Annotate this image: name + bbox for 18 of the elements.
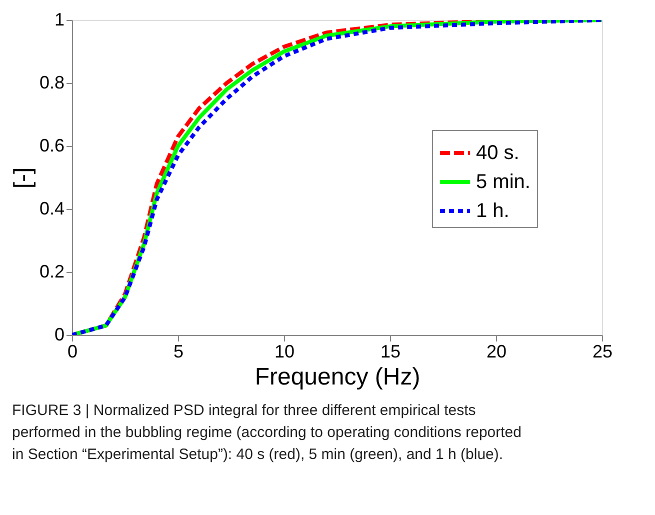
caption: FIGURE 3 | Normalized PSD integral for three different empirical tests performed in the bubbling regime (according to operating conditions reported in Section “Experimental Setup”): 40 s (red), 5 min (green), and 1 h (blue). bbox=[12, 402, 522, 463]
y-tick-label: 1 bbox=[54, 10, 64, 30]
x-tick-label: 15 bbox=[380, 342, 401, 362]
x-tick-label: 10 bbox=[274, 342, 295, 362]
x-tick-label: 25 bbox=[592, 342, 613, 362]
x-tick-label: 20 bbox=[486, 342, 507, 362]
legend-label: 1 h. bbox=[476, 200, 510, 222]
y-tick-label: 0.2 bbox=[39, 262, 64, 282]
y-tick-label: 0.6 bbox=[39, 136, 64, 156]
legend-label: 40 s. bbox=[476, 142, 520, 164]
y-axis-title: [-] bbox=[9, 167, 36, 189]
x-tick-label: 0 bbox=[67, 342, 78, 362]
y-tick-label: 0.4 bbox=[39, 198, 64, 218]
x-axis-title: Frequency (Hz) bbox=[254, 364, 420, 390]
y-tick-label: 0 bbox=[54, 324, 64, 344]
y-tick-label: 0.8 bbox=[39, 72, 64, 92]
x-tick-label: 5 bbox=[173, 342, 184, 362]
legend-label: 5 min. bbox=[476, 171, 530, 193]
